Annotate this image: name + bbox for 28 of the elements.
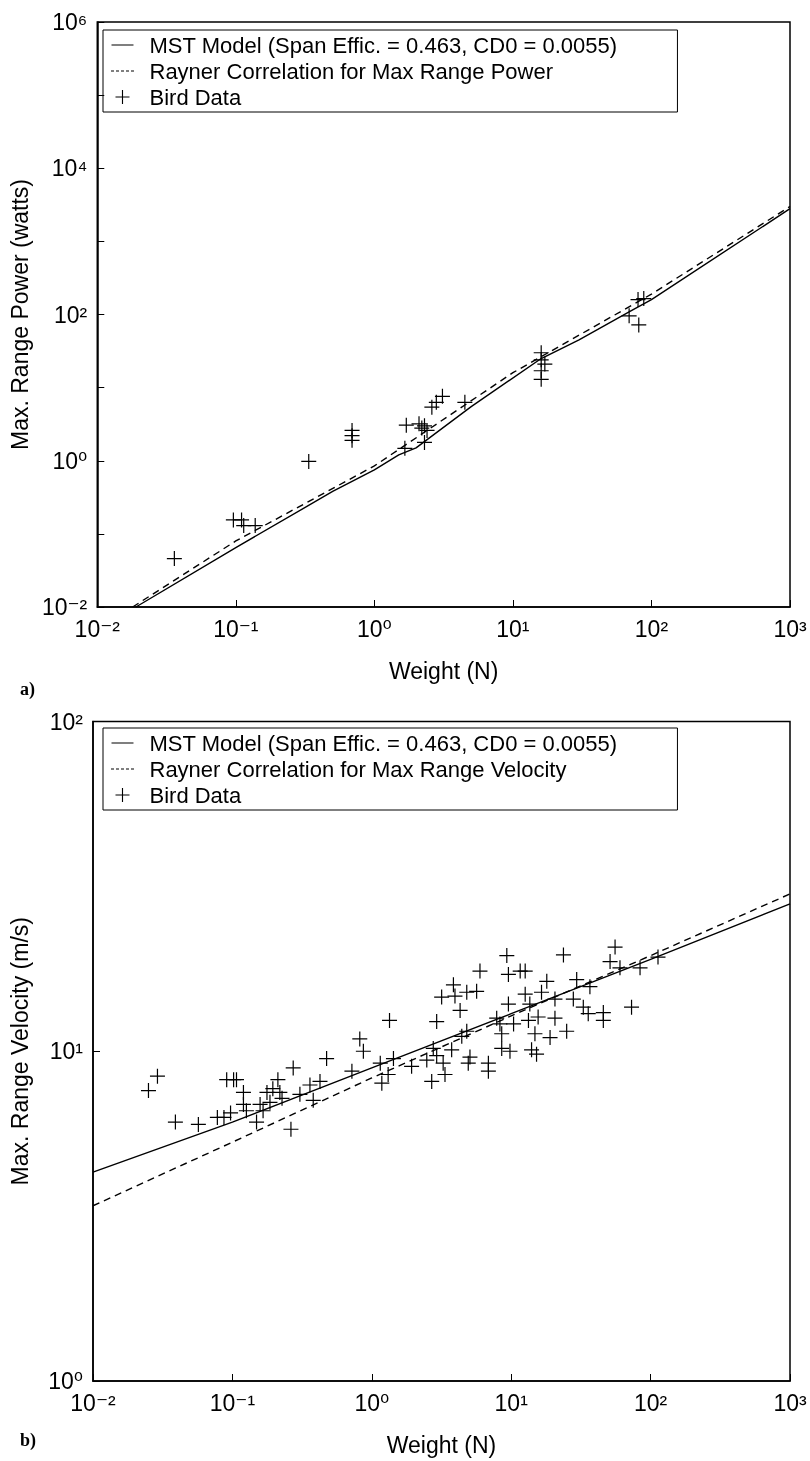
text: a) xyxy=(20,679,35,700)
y-tick-label: 10⁴ xyxy=(51,155,88,182)
x-tick-label: 10² xyxy=(633,1389,668,1416)
x-tick-label: 10⁰ xyxy=(356,615,392,642)
x-axis-title: Weight (N) xyxy=(388,657,499,684)
legend-label: MST Model (Span Effic. = 0.463, CD0 = 0.0055) xyxy=(149,32,618,58)
y-tick-label: 10¹ xyxy=(49,1038,84,1065)
legend-label: Bird Data xyxy=(149,84,242,110)
x-tick-label: 10¹ xyxy=(494,1389,529,1416)
x-tick-label: 10⁻¹ xyxy=(209,1389,256,1416)
y-axis-title: Max. Range Power (watts) xyxy=(6,179,33,450)
x-tick-label: 10³ xyxy=(773,1389,807,1416)
legend-label: Rayner Correlation for Max Range Velocity xyxy=(149,756,567,782)
x-tick-label: 10¹ xyxy=(496,615,530,642)
y-tick-label: 10⁶ xyxy=(52,9,88,35)
x-tick-label: 10³ xyxy=(773,615,807,642)
y-axis-title: Max. Range Velocity (m/s) xyxy=(6,917,33,1186)
y-tick-label: 10² xyxy=(49,708,84,735)
legend-label: MST Model (Span Effic. = 0.463, CD0 = 0.0055) xyxy=(149,730,618,756)
text: b) xyxy=(20,1430,37,1451)
x-tick-label: 10⁰ xyxy=(354,1389,390,1416)
y-tick-label: 10² xyxy=(54,301,88,328)
y-tick-label: 10⁰ xyxy=(52,447,88,474)
legend-label: Bird Data xyxy=(149,782,242,808)
legend-label: Rayner Correlation for Max Range Power xyxy=(149,58,554,84)
x-tick-label: 10² xyxy=(634,615,669,642)
x-tick-label: 10⁻¹ xyxy=(213,615,259,642)
x-axis-title: Weight (N) xyxy=(386,1431,497,1458)
